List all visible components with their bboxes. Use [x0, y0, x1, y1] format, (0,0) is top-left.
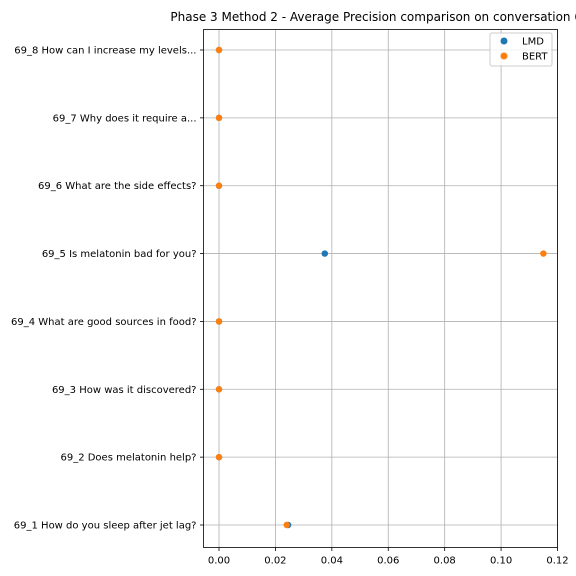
- legend-marker-bert: [500, 52, 508, 60]
- data-point-lmd: [321, 250, 328, 257]
- y-tick-label: 69_5 Is melatonin bad for you?: [42, 249, 197, 260]
- x-tick-label: 0.02: [264, 556, 286, 567]
- x-tick-label: 0.06: [377, 556, 399, 567]
- data-point-bert: [540, 250, 547, 257]
- y-tick-label: 69_7 Why does it require a...: [53, 113, 197, 124]
- grid-lines: [203, 29, 558, 548]
- data-point-bert: [215, 46, 223, 54]
- data-point-bert: [215, 453, 223, 461]
- y-tick-label: 69_2 Does melatonin help?: [60, 453, 196, 464]
- y-axis: 69_1 How do you sleep after jet lag? 69_2…: [11, 46, 204, 532]
- data-points: [215, 46, 547, 529]
- y-tick-label: 69_3 How was it discovered?: [52, 385, 197, 396]
- legend: LMD BERT: [489, 32, 553, 67]
- x-tick-label: 0.10: [490, 556, 512, 567]
- data-point-bert: [283, 521, 290, 529]
- legend-label-lmd: LMD: [522, 37, 544, 48]
- y-tick-label: 69_6 What are the side effects?: [38, 181, 196, 192]
- x-tick-label: 0.04: [321, 556, 343, 567]
- legend-marker-lmd: [500, 37, 508, 45]
- y-tick-label: 69_1 How do you sleep after jet lag?: [14, 521, 197, 532]
- y-tick-label: 69_8 How can I increase my levels...: [14, 46, 196, 57]
- plot-area-frame: [203, 29, 558, 548]
- data-point-bert: [215, 318, 223, 325]
- x-tick-label: 0.08: [434, 556, 456, 567]
- data-point-bert: [215, 182, 223, 189]
- data-point-bert: [215, 114, 223, 122]
- legend-label-bert: BERT: [522, 52, 548, 63]
- chart-title: Phase 3 Method 2 - Average Precision com…: [170, 10, 576, 24]
- data-point-bert: [215, 386, 223, 393]
- x-tick-label: 0.00: [208, 556, 230, 567]
- x-axis: 0.00 0.02 0.04 0.06 0.08 0.10 0.12: [208, 547, 569, 567]
- x-tick-label: 0.12: [546, 556, 568, 567]
- y-tick-label: 69_4 What are good sources in food?: [11, 317, 196, 328]
